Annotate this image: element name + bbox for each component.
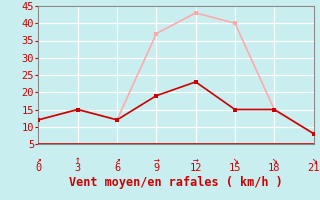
Text: →: → [153,155,159,165]
Text: ↘: ↘ [271,155,277,165]
Text: ↗: ↗ [114,155,120,165]
Text: ↘: ↘ [311,155,316,165]
X-axis label: Vent moyen/en rafales ( km/h ): Vent moyen/en rafales ( km/h ) [69,176,283,189]
Text: ↘: ↘ [232,155,238,165]
Text: →: → [193,155,199,165]
Text: ↑: ↑ [75,155,81,165]
Text: ↗: ↗ [36,155,41,165]
